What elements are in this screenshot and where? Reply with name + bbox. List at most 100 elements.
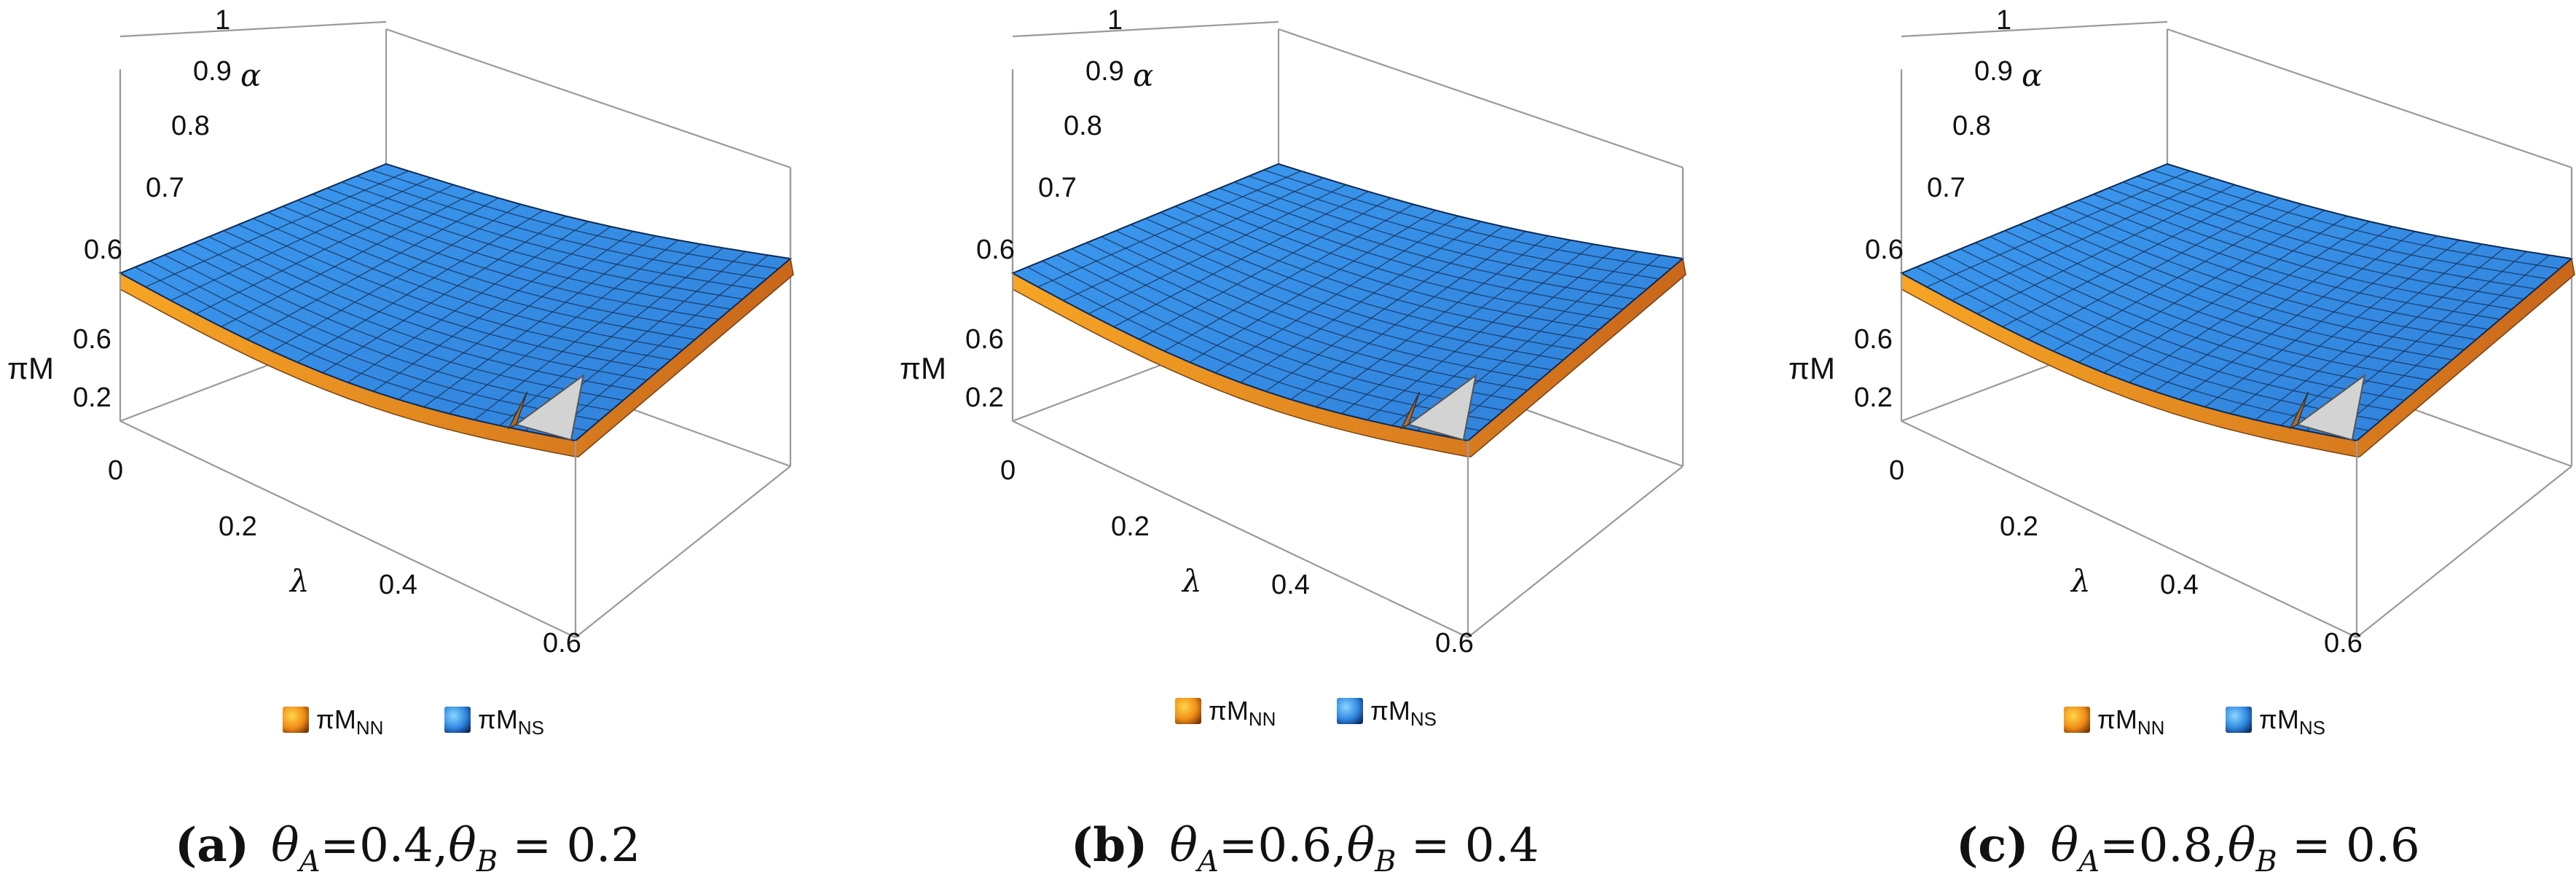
- gray-notch-shape: [514, 374, 585, 441]
- y-axis-label: α: [1133, 58, 1153, 93]
- z-tick-label: 0: [1000, 455, 1016, 486]
- box-front: [119, 168, 792, 638]
- box-edge: [2356, 465, 2572, 638]
- panel-a: 0.6 0.7 0.8 0.9 1 0.2 0 0.6 0.2 0.4 0.6 πM α λ πMN…: [7, 5, 794, 879]
- mesh-line: [2122, 181, 2536, 290]
- box-edge: [1012, 420, 1469, 638]
- x-tick-label: 0.4: [1271, 570, 1310, 600]
- z-axis-label: πM: [7, 351, 54, 385]
- panel-b: 0.6 0.7 0.8 0.9 1 0.2 0 0.6 0.2 0.4 0.6 πM α λ πMN…: [900, 5, 1686, 879]
- box-edge: [385, 28, 791, 169]
- mesh-line: [341, 181, 755, 290]
- z-axis-label: πM: [1788, 351, 1835, 385]
- box-front: [1011, 168, 1684, 638]
- y-tick-label: 0.9: [193, 56, 232, 87]
- gray-notch: [507, 374, 585, 441]
- legend-label-nn: πMNN: [316, 704, 383, 739]
- x-axis-label: λ: [2070, 563, 2091, 599]
- notch-spike: [2288, 391, 2309, 430]
- tick-labels: 0.6 0.7 0.8 0.9 1 0.2 0 0.6 0.2 0.4 0.6: [965, 5, 1474, 659]
- x-tick-label: 0.2: [1111, 511, 1150, 542]
- y-tick-label: 0.7: [1927, 173, 1966, 203]
- mesh-line: [1233, 181, 1647, 290]
- blue-surface: [1899, 162, 2574, 442]
- y-tick-label: 0.8: [171, 111, 210, 141]
- notch-spike: [507, 391, 528, 430]
- legend-swatch-ns: [2226, 707, 2252, 733]
- y-tick-label: 0.7: [146, 173, 184, 203]
- box-edge: [119, 20, 387, 38]
- tick-labels: 0.6 0.7 0.8 0.9 1 0.2 0 0.6 0.2 0.4 0.6: [73, 5, 581, 659]
- z-tick-label: 0.6: [73, 324, 111, 355]
- legend-swatch-nn: [1175, 698, 1201, 724]
- y-tick-label: 1: [1107, 5, 1123, 36]
- caption: (b) θA=0.6,θB = 0.4: [1071, 818, 1539, 879]
- z-tick-label: 0.2: [73, 382, 111, 413]
- y-tick-label: 0.7: [1038, 173, 1077, 203]
- x-axis-label: λ: [288, 563, 310, 599]
- x-axis-label: λ: [1181, 563, 1202, 599]
- y-tick-label: 1: [215, 5, 230, 36]
- y-tick-label: 1: [1996, 5, 2011, 36]
- blue-surface: [118, 162, 793, 442]
- y-axis-label: α: [2022, 58, 2042, 93]
- z-axis-label: πM: [900, 351, 946, 385]
- y-tick-label: 0.9: [1974, 56, 2013, 87]
- legend-label-ns: πMNS: [478, 704, 544, 739]
- x-tick-label: 0.2: [219, 511, 257, 542]
- z-tick-label: 0.6: [1854, 324, 1893, 355]
- legend-swatch-ns: [444, 707, 471, 733]
- mesh-line: [2330, 254, 2550, 436]
- y-tick-label: 0.6: [84, 235, 122, 265]
- x-tick-label: 0.6: [2324, 628, 2363, 659]
- y-tick-label: 0.9: [1085, 56, 1124, 87]
- box-edge: [1012, 20, 1279, 38]
- legend-label-ns: πMNS: [1370, 696, 1437, 730]
- box-edge: [575, 465, 791, 638]
- gray-notch: [1399, 374, 1477, 441]
- y-tick-label: 0.8: [1952, 111, 1991, 141]
- legend-label-ns: πMNS: [2259, 704, 2325, 739]
- z-tick-label: 0: [108, 455, 123, 486]
- gray-notch-shape: [1407, 374, 1477, 441]
- mesh-line: [2137, 176, 2548, 280]
- z-tick-label: 0.6: [965, 324, 1004, 355]
- mesh-line: [1249, 176, 1660, 280]
- x-tick-label: 0.4: [2160, 570, 2199, 600]
- z-tick-label: 0.2: [965, 382, 1004, 413]
- caption: (a) θA=0.4,θB = 0.2: [175, 818, 640, 879]
- legend-label-nn: πMNN: [2097, 704, 2164, 739]
- x-tick-label: 0.4: [379, 570, 417, 600]
- mesh-line: [371, 169, 779, 270]
- legend-swatch-nn: [283, 707, 309, 733]
- mesh-line: [549, 254, 769, 436]
- legend-swatch-ns: [1337, 698, 1363, 724]
- gray-notch-shape: [2296, 374, 2366, 441]
- mesh-line: [1263, 169, 1671, 270]
- x-tick-label: 0.6: [1435, 628, 1474, 659]
- z-tick-label: 0.2: [1854, 382, 1893, 413]
- x-tick-label: 0.6: [543, 628, 581, 659]
- y-tick-label: 0.6: [1865, 235, 1904, 265]
- box-edge: [1467, 465, 1684, 638]
- box-edge: [1901, 420, 2357, 638]
- y-tick-label: 0.6: [976, 235, 1015, 265]
- blue-surface: [1010, 162, 1685, 442]
- x-tick-label: 0.2: [2000, 511, 2038, 542]
- y-tick-label: 0.8: [1064, 111, 1102, 141]
- legend: πMNN πMNS: [283, 704, 544, 739]
- box-edge: [1901, 20, 2168, 38]
- mesh-line: [2152, 169, 2560, 270]
- z-tick-label: 0: [1889, 455, 1904, 486]
- box-edge: [119, 420, 576, 638]
- mesh-line: [1442, 254, 1661, 436]
- gray-notch: [2288, 374, 2366, 441]
- box-edge: [2167, 28, 2572, 169]
- legend-label-nn: πMNN: [1209, 696, 1276, 730]
- panel-c: 0.6 0.7 0.8 0.9 1 0.2 0 0.6 0.2 0.4 0.6 πM α λ πMN…: [1788, 5, 2575, 879]
- box-edge: [1278, 28, 1684, 169]
- legend: πMNN πMNS: [1175, 696, 1437, 730]
- tick-labels: 0.6 0.7 0.8 0.9 1 0.2 0 0.6 0.2 0.4 0.6: [1854, 5, 2363, 659]
- caption: (c) θA=0.8,θB = 0.6: [1956, 818, 2420, 879]
